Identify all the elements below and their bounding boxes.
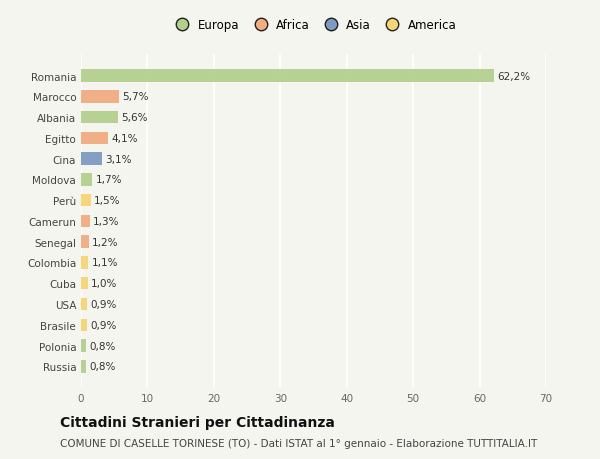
Bar xyxy=(81,215,89,228)
Text: COMUNE DI CASELLE TORINESE (TO) - Dati ISTAT al 1° gennaio - Elaborazione TUTTIT: COMUNE DI CASELLE TORINESE (TO) - Dati I… xyxy=(60,438,537,448)
Text: 0,9%: 0,9% xyxy=(90,299,116,309)
Text: 0,8%: 0,8% xyxy=(89,341,116,351)
Bar xyxy=(81,298,87,311)
Text: 1,0%: 1,0% xyxy=(91,279,118,289)
Bar xyxy=(81,112,118,124)
Bar xyxy=(81,340,86,352)
Bar xyxy=(81,277,88,290)
Text: 5,6%: 5,6% xyxy=(122,113,148,123)
Text: Cittadini Stranieri per Cittadinanza: Cittadini Stranieri per Cittadinanza xyxy=(60,415,335,429)
Bar xyxy=(81,319,87,331)
Bar xyxy=(81,195,91,207)
Text: 3,1%: 3,1% xyxy=(105,154,131,164)
Text: 1,1%: 1,1% xyxy=(92,258,118,268)
Text: 5,7%: 5,7% xyxy=(122,92,149,102)
Text: 1,5%: 1,5% xyxy=(94,196,121,206)
Bar xyxy=(81,132,108,145)
Text: 1,2%: 1,2% xyxy=(92,237,119,247)
Legend: Europa, Africa, Asia, America: Europa, Africa, Asia, America xyxy=(166,14,461,37)
Bar xyxy=(81,91,119,103)
Text: 1,3%: 1,3% xyxy=(93,217,119,226)
Bar xyxy=(81,153,101,166)
Text: 1,7%: 1,7% xyxy=(95,175,122,185)
Text: 4,1%: 4,1% xyxy=(112,134,138,144)
Text: 0,8%: 0,8% xyxy=(89,362,116,371)
Bar xyxy=(81,257,88,269)
Text: 62,2%: 62,2% xyxy=(497,72,530,81)
Bar xyxy=(81,236,89,248)
Bar xyxy=(81,70,494,83)
Text: 0,9%: 0,9% xyxy=(90,320,116,330)
Bar xyxy=(81,360,86,373)
Bar xyxy=(81,174,92,186)
